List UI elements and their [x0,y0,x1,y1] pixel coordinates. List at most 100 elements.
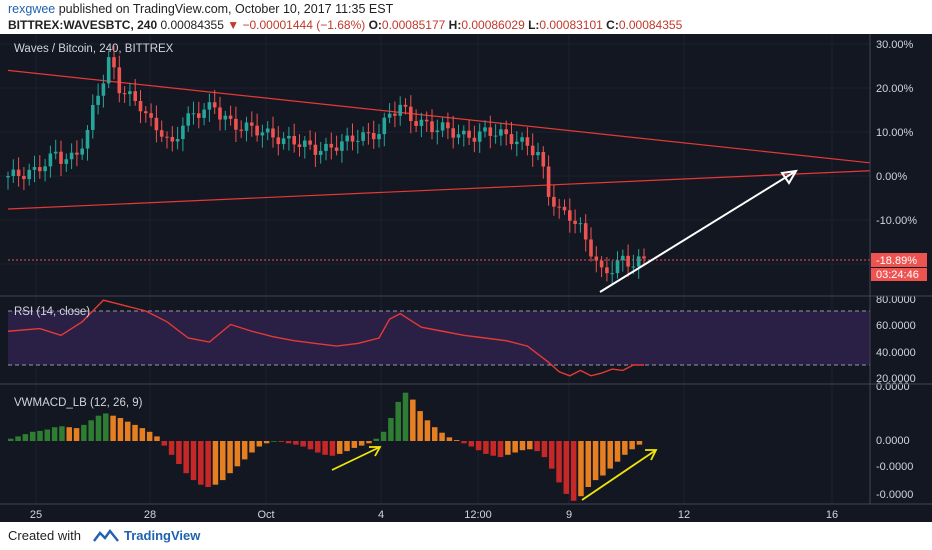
macd-bar [271,441,277,442]
candle-body [594,256,599,261]
last-value-label: -18.89% [876,255,917,267]
author-link[interactable]: rexgwee [8,2,56,16]
macd-bar [322,441,328,455]
candle-body [106,57,111,84]
price-change: −0.00001444 (−1.68%) [242,18,366,32]
white-arrow-head-icon [780,169,798,185]
price-tick: -10.00% [876,215,917,227]
macd-pane: VWMACD_LB (12, 26, 9) 0.0000 0.0000 -0.0… [8,381,913,501]
candle-body [38,167,42,172]
candle-body [419,119,424,126]
candle-body [265,128,270,133]
candle-body [186,113,190,126]
macd-bar [585,441,592,487]
candle-body [546,166,551,197]
macd-bar [614,441,621,462]
price-pane: Waves / Bitcoin, 240, BITTREX [6,43,871,293]
candle-body [583,223,588,240]
created-with-label: Created with [8,528,81,543]
macd-bar [198,441,204,485]
candle-body [96,95,100,105]
candle-body [207,102,212,110]
macd-histogram [8,392,643,501]
macd-bar [402,392,409,441]
candle-body [53,151,58,154]
macd-bar [132,424,138,441]
candle-body [276,137,281,145]
macd-bar [293,441,299,445]
chart-canvas[interactable]: Waves / Bitcoin, 240, BITTREX 30.00% 20.… [0,34,932,522]
white-arrow [599,170,797,293]
macd-tick: -0.0000 [876,489,913,501]
macd-bar [183,441,189,474]
time-tick: 12:00 [464,509,492,521]
candle-body [451,128,455,138]
tradingview-logo-icon [93,529,119,542]
candle-body [568,210,572,221]
price-tick: 10.00% [876,127,914,139]
rsi-pane-title: RSI (14, close) [14,306,90,318]
candle-body [6,176,10,178]
macd-tick: 0.0000 [876,435,910,447]
candles [6,45,646,286]
macd-bar [417,411,423,441]
open-label: O: [368,18,382,32]
candle-body [557,206,561,208]
macd-bar [315,441,321,453]
macd-bar [388,418,394,441]
macd-bar [205,441,211,487]
macd-bar [439,432,445,441]
rsi-pane: RSI (14, close) 80.0000 60.0000 40.0000 … [7,294,916,385]
candle-body [112,57,116,68]
macd-bar [88,420,94,441]
down-arrow-icon: ▼ [227,18,240,32]
candle-body [615,260,620,274]
candle-body [371,132,376,140]
last-price: 0.00084355 [160,18,224,32]
candle-body [403,104,408,107]
candle-body [377,134,381,140]
macd-bar [190,441,197,481]
candle-body [409,106,413,121]
trendline [7,69,871,164]
macd-bar [241,441,248,460]
macd-bar [161,441,168,446]
candle-body [287,135,291,139]
macd-bar [22,434,29,441]
candle-body [626,255,630,267]
macd-bar [176,441,182,464]
chart-grid [0,34,870,504]
macd-bar [263,441,270,444]
macd-bar [351,441,358,448]
macd-bar [146,431,153,441]
time-tick: 9 [566,509,572,521]
candle-body [430,121,434,133]
candle-body [424,119,429,122]
candle-body [138,100,143,112]
rsi-tick: 60.0000 [876,320,916,332]
rsi-tick: 80.0000 [876,294,916,306]
candle-body [467,130,471,138]
candle-body [59,151,63,164]
candle-body [334,147,339,151]
candle-body [16,169,21,176]
tradingview-brand-link[interactable]: TradingView [124,528,201,543]
candle-body [345,135,349,142]
macd-bar [15,436,21,441]
macd-bar [592,441,599,481]
yellow-arrow-left-head-icon [369,446,382,457]
candle-body [239,129,243,131]
candle-body [75,152,79,155]
time-tick: 4 [378,509,384,521]
candle-body [642,256,646,259]
candle-body [472,137,477,142]
open-value: 0.00085177 [381,18,446,32]
macd-bar [475,441,482,451]
candle-body [281,138,286,145]
macd-bar [234,441,241,467]
macd-bar [329,441,336,456]
macd-bar [483,441,489,454]
candle-body [218,107,222,120]
price-tick: 0.00% [876,171,907,183]
candle-body [366,132,371,134]
